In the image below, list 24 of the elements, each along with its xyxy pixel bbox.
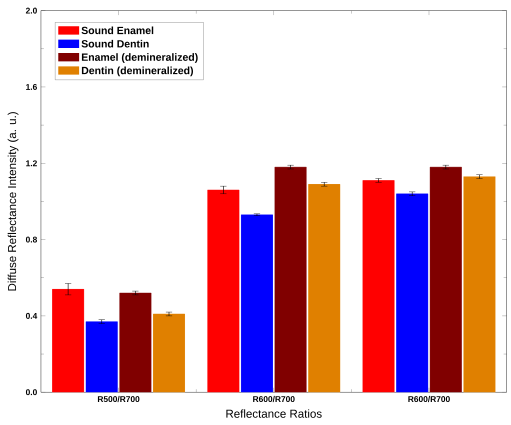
bar: [52, 288, 84, 392]
bar: [86, 321, 118, 392]
y-tick-label: 0.4: [26, 312, 38, 319]
bar: [119, 292, 152, 392]
x-tick-label: R600/R700: [408, 396, 450, 402]
bar: [430, 166, 462, 392]
y-tick-label: 1.6: [26, 84, 37, 90]
y-tick-label: 2.0: [26, 7, 37, 14]
bar: [240, 214, 273, 392]
x-axis-title: Reflectance Ratios: [226, 409, 322, 418]
bar: [362, 180, 395, 392]
legend-label: Dentin (demineralized): [82, 66, 193, 76]
legend-label: Enamel (demineralized): [82, 52, 198, 63]
y-tick-label: 1.2: [26, 160, 37, 166]
x-tick-label: R500/R700: [98, 396, 140, 402]
bar: [396, 193, 428, 392]
x-tick-label: R600/R700: [253, 396, 295, 402]
legend-label: Sound Enamel: [82, 26, 154, 34]
y-tick-label: 0.8: [26, 236, 37, 242]
y-tick-label: 0.0: [26, 389, 37, 395]
bar: [207, 190, 240, 392]
y-axis-title: Diffuse Reflectance Intensity (a. u.): [8, 112, 18, 290]
legend-label: Sound Dentin: [82, 40, 149, 48]
bar: [274, 166, 307, 392]
